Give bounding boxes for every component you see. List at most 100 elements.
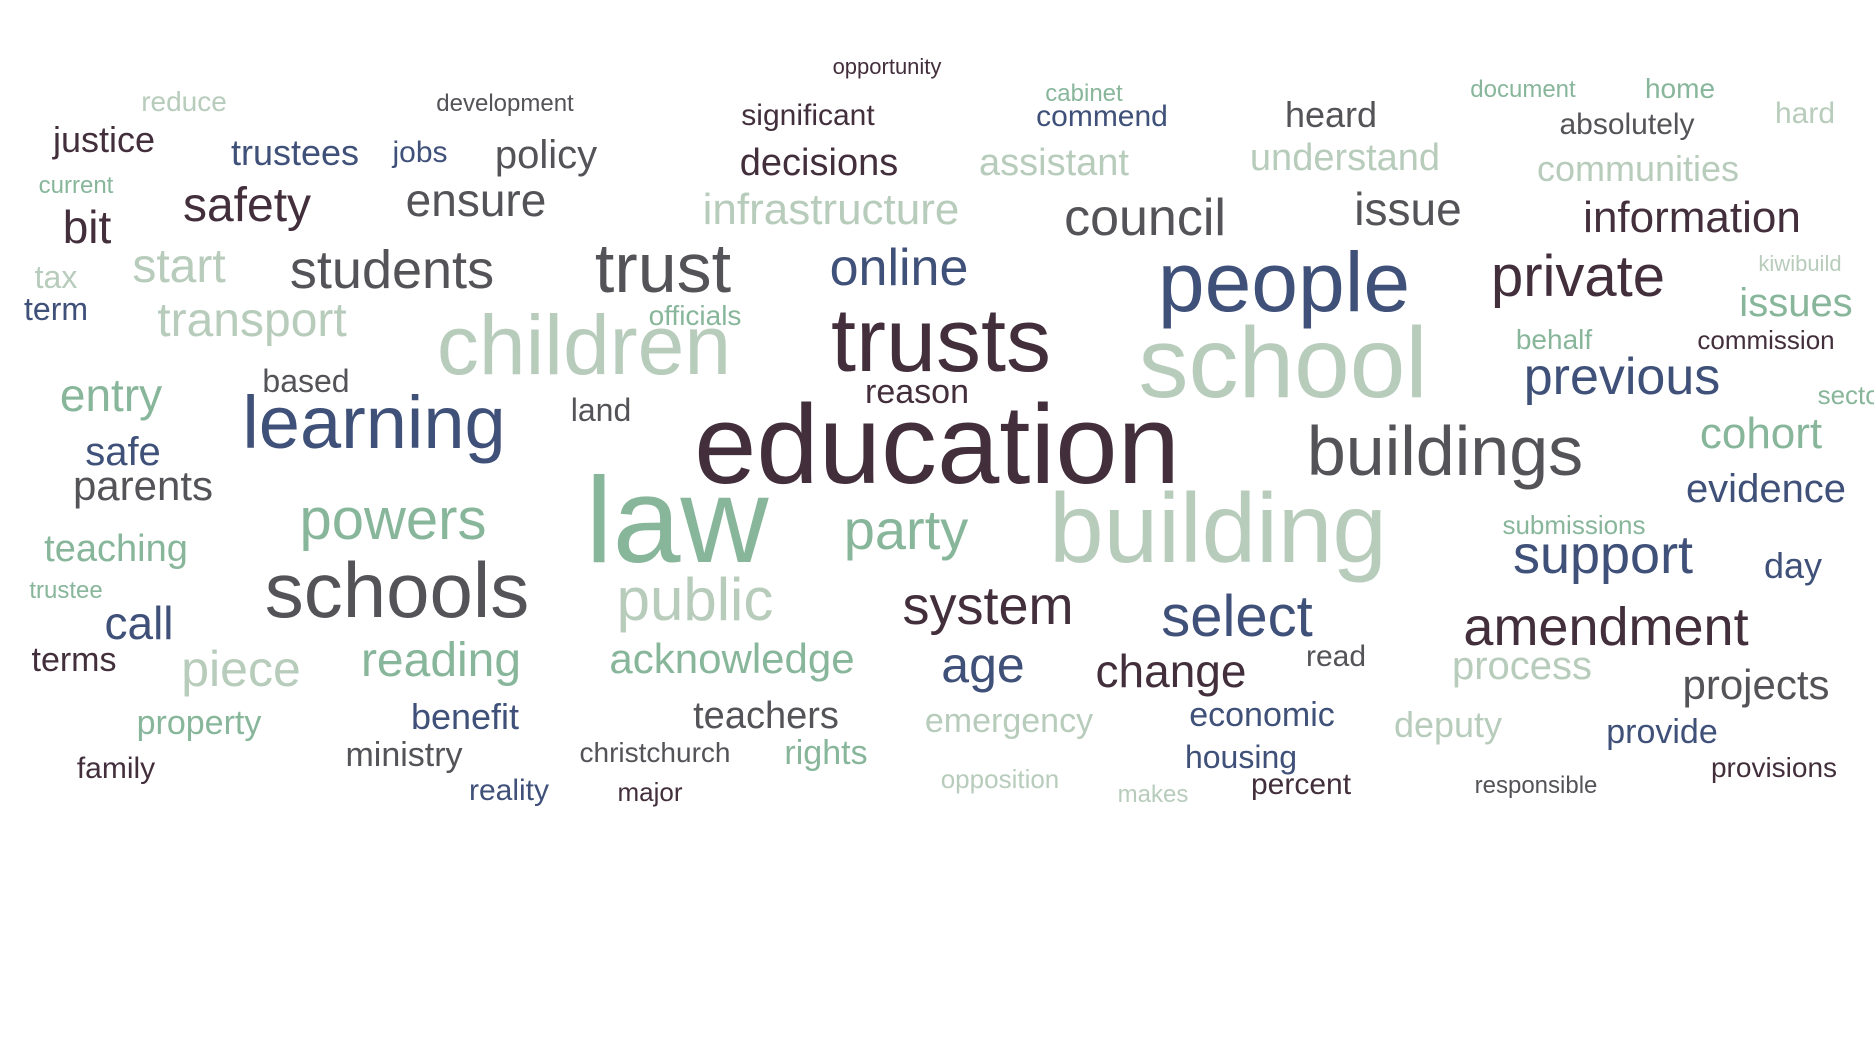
- word-age: age: [941, 637, 1025, 693]
- word-jobs: jobs: [392, 136, 448, 169]
- word-christchurch: christchurch: [579, 737, 731, 768]
- word-communities: communities: [1536, 148, 1740, 189]
- word-projects: projects: [1682, 661, 1830, 708]
- word-trust: trust: [594, 229, 732, 307]
- word-property: property: [136, 704, 262, 742]
- word-trustee: trustee: [29, 577, 103, 604]
- word-reading: reading: [360, 634, 522, 687]
- word-issue: issue: [1354, 183, 1462, 235]
- word-term: term: [24, 291, 88, 327]
- word-read: read: [1305, 640, 1367, 673]
- word-decisions: decisions: [739, 142, 899, 184]
- word-evidence: evidence: [1685, 467, 1847, 511]
- word-acknowledge: acknowledge: [609, 635, 855, 682]
- word-development: development: [436, 90, 574, 117]
- word-powers: powers: [299, 487, 487, 552]
- word-public: public: [616, 566, 774, 633]
- word-justice: justice: [52, 119, 156, 160]
- word-deputy: deputy: [1393, 704, 1503, 745]
- word-significant: significant: [741, 99, 875, 132]
- word-economic: economic: [1189, 696, 1335, 734]
- word-commission: commission: [1697, 325, 1835, 355]
- word-ministry: ministry: [345, 736, 463, 774]
- word-reduce: reduce: [141, 86, 227, 117]
- word-based: based: [262, 363, 350, 399]
- word-bit: bit: [62, 201, 112, 253]
- word-transport: transport: [157, 294, 347, 347]
- word-provide: provide: [1606, 713, 1718, 751]
- word-change: change: [1095, 645, 1247, 697]
- word-understand: understand: [1249, 137, 1441, 179]
- word-assistant: assistant: [979, 142, 1129, 184]
- word-ensure: ensure: [405, 174, 547, 226]
- word-information: information: [1583, 193, 1801, 242]
- word-reason: reason: [865, 373, 969, 411]
- word-party: party: [843, 498, 969, 561]
- word-schools: schools: [264, 546, 530, 634]
- word-council: council: [1064, 189, 1226, 247]
- word-system: system: [902, 576, 1074, 636]
- word-trusts: trusts: [830, 291, 1052, 391]
- word-kiwibuild: kiwibuild: [1758, 251, 1842, 276]
- word-terms: terms: [31, 641, 117, 679]
- word-teachers: teachers: [693, 695, 839, 737]
- word-entry: entry: [59, 369, 163, 421]
- word-private: private: [1490, 244, 1666, 309]
- word-provisions: provisions: [1710, 752, 1838, 783]
- word-percent: percent: [1250, 768, 1352, 801]
- word-tax: tax: [34, 259, 78, 295]
- word-cabinet: cabinet: [1045, 80, 1123, 107]
- word-makes: makes: [1117, 781, 1189, 808]
- word-land: land: [570, 392, 632, 428]
- word-absolutely: absolutely: [1559, 108, 1695, 141]
- word-amendment: amendment: [1463, 597, 1749, 657]
- word-safety: safety: [182, 179, 312, 232]
- word-process: process: [1451, 644, 1593, 688]
- word-learning: learning: [242, 381, 506, 464]
- word-opportunity: opportunity: [832, 54, 942, 79]
- word-emergency: emergency: [924, 702, 1094, 740]
- word-major: major: [617, 777, 683, 807]
- word-cohort: cohort: [1699, 409, 1823, 458]
- word-support: support: [1512, 525, 1694, 585]
- word-people: people: [1157, 235, 1411, 329]
- word-issues: issues: [1739, 281, 1853, 325]
- word-building: building: [1049, 473, 1387, 583]
- word-previous: previous: [1523, 348, 1721, 406]
- word-school: school: [1138, 307, 1428, 419]
- word-safe: safe: [85, 430, 161, 474]
- word-buildings: buildings: [1306, 412, 1584, 490]
- word-law: law: [585, 452, 769, 588]
- word-responsible: responsible: [1474, 772, 1598, 799]
- word-teaching: teaching: [44, 528, 188, 570]
- word-commend: commend: [1036, 100, 1168, 133]
- word-opposition: opposition: [940, 764, 1060, 794]
- word-piece: piece: [181, 641, 301, 697]
- word-officials: officials: [648, 300, 742, 331]
- word-document: document: [1470, 76, 1576, 103]
- word-heard: heard: [1284, 94, 1378, 135]
- word-select: select: [1161, 584, 1313, 649]
- word-policy: policy: [494, 133, 598, 177]
- word-trustees: trustees: [230, 132, 360, 173]
- word-parents: parents: [72, 462, 214, 509]
- word-rights: rights: [784, 734, 868, 772]
- word-education: education: [694, 382, 1180, 507]
- word-home: home: [1644, 73, 1716, 104]
- word-call: call: [104, 597, 174, 649]
- word-students: students: [289, 240, 495, 300]
- word-housing: housing: [1184, 739, 1298, 775]
- word-reality: reality: [468, 774, 550, 807]
- word-online: online: [829, 239, 969, 297]
- word-family: family: [76, 752, 156, 785]
- word-start: start: [132, 240, 226, 293]
- word-submissions: submissions: [1502, 510, 1646, 540]
- word-infrastructure: infrastructure: [702, 185, 960, 234]
- word-children: children: [436, 298, 732, 392]
- word-day: day: [1763, 545, 1823, 586]
- word-sector: sector: [1817, 380, 1874, 410]
- word-hard: hard: [1774, 97, 1836, 130]
- word-benefit: benefit: [410, 696, 520, 737]
- word-current: current: [38, 172, 114, 199]
